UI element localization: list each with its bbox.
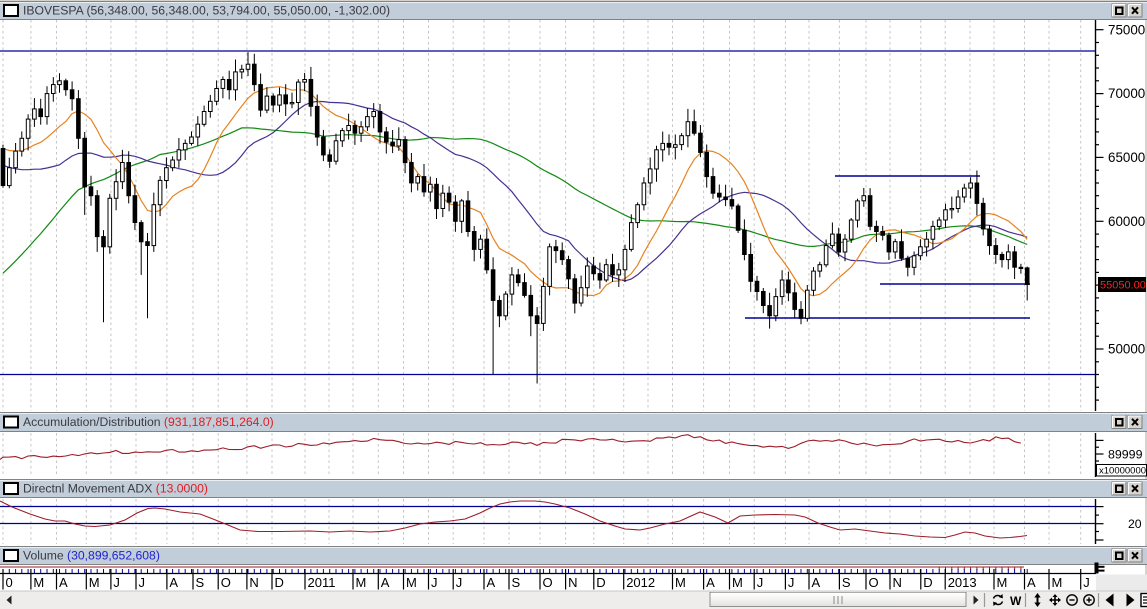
svg-text:x10000000: x10000000 — [1099, 466, 1146, 477]
svg-text:M: M — [675, 575, 686, 590]
svg-text:N: N — [568, 575, 577, 590]
svg-text:75000: 75000 — [1108, 22, 1145, 37]
svg-text:D: D — [275, 575, 284, 590]
svg-text:M: M — [356, 575, 367, 590]
svg-text:N: N — [249, 575, 258, 590]
svg-text:O: O — [869, 575, 879, 590]
svg-text:60000: 60000 — [1108, 214, 1145, 229]
svg-text:70000: 70000 — [1108, 86, 1145, 101]
svg-text:O: O — [221, 575, 231, 590]
svg-text:N: N — [893, 575, 902, 590]
svg-text:J: J — [431, 575, 438, 590]
svg-text:A: A — [169, 575, 178, 590]
svg-text:J: J — [1083, 575, 1090, 590]
svg-text:D: D — [596, 575, 605, 590]
svg-text:2013: 2013 — [948, 575, 977, 590]
svg-text:M: M — [1052, 575, 1063, 590]
svg-text:0: 0 — [6, 575, 13, 590]
svg-text:J: J — [456, 575, 463, 590]
svg-text:A: A — [812, 575, 821, 590]
svg-text:A: A — [1027, 575, 1036, 590]
svg-text:Volume (30,899,652,608): Volume (30,899,652,608) — [23, 549, 160, 563]
svg-text:Accumulation/Distribution (931: Accumulation/Distribution (931,187,851,2… — [23, 415, 274, 429]
svg-text:W: W — [1010, 594, 1022, 608]
svg-text:A: A — [381, 575, 390, 590]
svg-text:J: J — [139, 575, 146, 590]
svg-text:J: J — [788, 575, 795, 590]
svg-text:55050.00: 55050.00 — [1100, 280, 1146, 292]
svg-text:S: S — [196, 575, 205, 590]
svg-text:J: J — [113, 575, 120, 590]
svg-text:A: A — [487, 575, 496, 590]
svg-text:M: M — [33, 575, 44, 590]
svg-text:A: A — [59, 575, 68, 590]
svg-text:IBOVESPA (56,348.00, 56,348.00: IBOVESPA (56,348.00, 56,348.00, 53,794.0… — [23, 4, 390, 18]
svg-text:Directnl Movement ADX (13.0000: Directnl Movement ADX (13.0000) — [23, 482, 208, 496]
svg-text:M: M — [406, 575, 417, 590]
svg-text:65000: 65000 — [1108, 150, 1145, 165]
svg-text:O: O — [543, 575, 553, 590]
svg-text:S: S — [512, 575, 521, 590]
svg-text:2011: 2011 — [308, 575, 336, 590]
svg-text:J: J — [757, 575, 764, 590]
svg-text:M: M — [997, 575, 1008, 590]
svg-text:89999: 89999 — [1108, 448, 1143, 462]
svg-text:S: S — [842, 575, 851, 590]
svg-text:A: A — [706, 575, 715, 590]
svg-text:2012: 2012 — [626, 575, 655, 590]
svg-text:D: D — [923, 575, 932, 590]
svg-text:M: M — [89, 575, 100, 590]
svg-text:20: 20 — [1128, 517, 1142, 531]
svg-text:50000: 50000 — [1108, 342, 1145, 357]
svg-text:M: M — [732, 575, 743, 590]
